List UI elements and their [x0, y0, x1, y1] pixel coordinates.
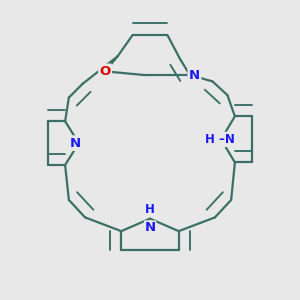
- Text: N: N: [70, 136, 81, 150]
- Text: H –N: H –N: [205, 133, 235, 146]
- Text: N: N: [144, 221, 156, 234]
- Text: O: O: [99, 65, 111, 78]
- Text: N: N: [189, 69, 200, 82]
- Text: H: H: [145, 203, 155, 216]
